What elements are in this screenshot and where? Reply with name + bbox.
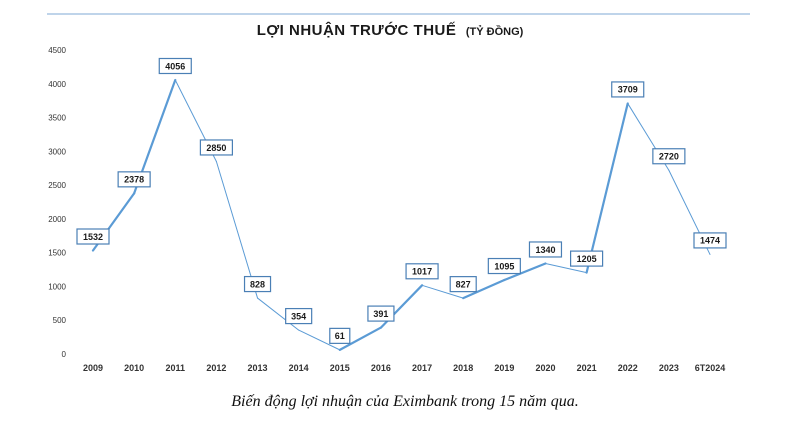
data-label-text: 391 <box>373 309 388 319</box>
data-label: 1017 <box>405 263 439 280</box>
data-label-box <box>117 171 151 188</box>
x-tick-label: 2011 <box>166 363 186 373</box>
data-label: 2850 <box>199 139 233 156</box>
data-label-box <box>329 327 351 344</box>
y-tick-label: 1000 <box>48 282 66 291</box>
series-line-segment <box>544 262 588 274</box>
x-tick-label: 2020 <box>535 363 555 373</box>
y-tick-label: 2500 <box>48 181 66 190</box>
series-line-segment <box>585 102 629 274</box>
x-tick-label: 2019 <box>494 363 514 373</box>
data-label: 1205 <box>569 250 604 267</box>
y-tick-label: 4000 <box>48 80 66 89</box>
y-tick-label: 3000 <box>48 147 66 156</box>
y-axis: 0 500 1000 1500 2000 2500 3000 3500 4000 4500 <box>48 46 66 359</box>
x-tick-label: 2009 <box>83 363 103 373</box>
x-tick-label: 2013 <box>248 363 268 373</box>
data-label-text: 4056 <box>165 61 185 71</box>
data-labels: 1532 2378 4056 2850 828 354 61 391 1017 827 1095 13… <box>76 57 727 344</box>
x-axis: 2009 2010 2011 2012 2013 2014 2015 2016 2017 2018… <box>83 363 725 373</box>
x-tick-label: 2014 <box>289 363 309 373</box>
series-line-segment <box>298 329 341 351</box>
series-line-segment <box>215 160 259 299</box>
x-tick-label: 2015 <box>330 363 350 373</box>
x-tick-label: 2022 <box>618 363 638 373</box>
data-label-text: 2378 <box>124 175 144 185</box>
data-label-box <box>487 257 521 275</box>
data-label-text: 1095 <box>494 261 514 271</box>
x-tick-label: 2017 <box>412 363 432 373</box>
data-label-text: 827 <box>456 279 471 289</box>
chart-title-main: LỢI NHUẬN TRƯỚC THUẾ <box>257 21 457 39</box>
data-label-text: 2850 <box>206 143 226 153</box>
y-tick-label: 2000 <box>48 215 66 224</box>
data-label-text: 1532 <box>83 232 103 242</box>
y-tick-label: 500 <box>53 316 67 325</box>
data-label: 1474 <box>693 232 727 249</box>
profit-line-chart: LỢI NHUẬN TRƯỚC THUẾ (TỶ ĐỒNG) 0 500 1000 1… <box>47 13 750 373</box>
x-tick-label: 2018 <box>453 363 473 373</box>
data-label-box <box>405 263 439 280</box>
data-label-box <box>76 228 110 245</box>
data-label: 1340 <box>528 241 563 258</box>
data-label: 2378 <box>117 171 151 188</box>
data-label: 1095 <box>487 257 521 275</box>
data-label-text: 2720 <box>659 152 679 162</box>
data-label-box <box>652 148 686 165</box>
data-label-text: 828 <box>250 279 265 289</box>
data-label-box <box>158 57 192 75</box>
figure-caption: Biến động lợi nhuận của Eximbank trong 1… <box>231 393 579 410</box>
chart-title: LỢI NHUẬN TRƯỚC THUẾ (TỶ ĐỒNG) <box>257 21 524 39</box>
data-label-text: 1205 <box>577 254 597 264</box>
data-label-text: 1340 <box>535 245 555 255</box>
data-label-box <box>243 275 272 293</box>
series-line-segment <box>421 284 464 299</box>
x-tick-label: 2010 <box>124 363 144 373</box>
x-tick-label: 2016 <box>371 363 391 373</box>
data-label-box <box>611 81 645 98</box>
data-label: 354 <box>285 307 313 325</box>
data-label-box <box>693 232 727 249</box>
data-label: 2720 <box>652 148 686 165</box>
data-label: 61 <box>329 327 351 344</box>
y-tick-label: 0 <box>62 350 67 359</box>
x-tick-label: 2021 <box>577 363 597 373</box>
series-line-group <box>91 78 711 351</box>
data-label: 1532 <box>76 228 110 245</box>
series-line-segment <box>503 262 547 282</box>
data-label-text: 1017 <box>412 267 432 277</box>
data-label-text: 1474 <box>700 236 720 246</box>
data-label: 391 <box>367 305 395 322</box>
series-line-segment <box>257 297 300 331</box>
data-label: 827 <box>449 276 477 293</box>
data-label-box <box>449 276 477 293</box>
x-tick-label: 2023 <box>659 363 679 373</box>
data-label-box <box>285 307 313 325</box>
series-line-segment <box>462 278 506 300</box>
data-label: 4056 <box>158 57 192 75</box>
data-label-box <box>569 250 604 267</box>
series-line-segment <box>338 326 383 351</box>
data-label-text: 61 <box>335 331 345 341</box>
chart-title-unit: (TỶ ĐỒNG) <box>466 25 524 38</box>
x-tick-label: 2012 <box>206 363 226 373</box>
y-tick-label: 1500 <box>48 249 66 258</box>
y-tick-label: 4500 <box>48 46 66 55</box>
data-label-text: 3709 <box>618 85 638 95</box>
data-label-box <box>367 305 395 322</box>
x-tick-label: 6T2024 <box>695 363 726 373</box>
data-label-box <box>528 241 563 258</box>
y-tick-label: 3500 <box>48 114 66 123</box>
data-label-text: 354 <box>291 311 306 321</box>
data-label-box <box>199 139 233 156</box>
data-label: 3709 <box>611 81 645 98</box>
data-label: 828 <box>243 275 272 293</box>
